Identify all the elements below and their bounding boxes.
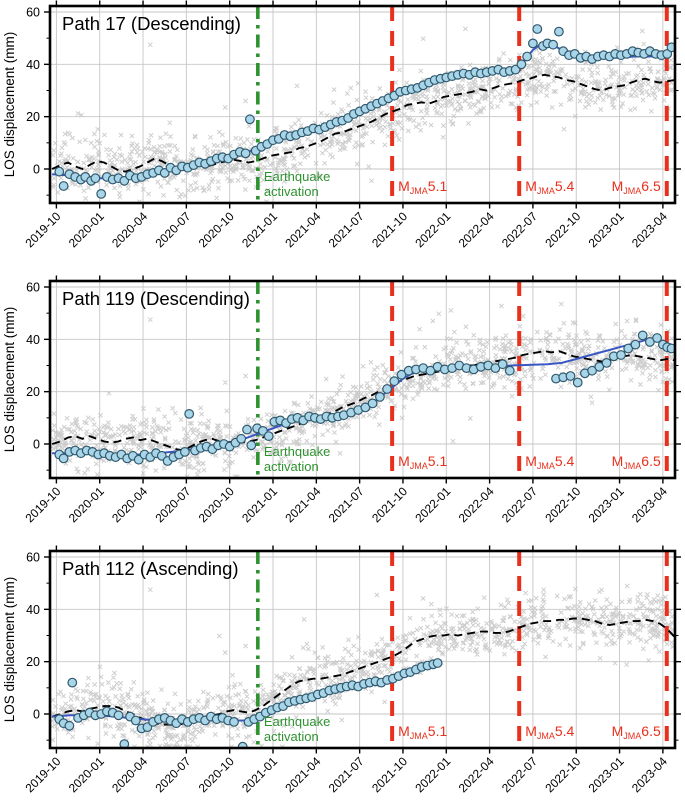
axis-ticks <box>44 275 681 484</box>
data-point-circle <box>601 357 612 368</box>
data-point-circle <box>236 433 247 444</box>
data-point-circle <box>554 26 564 37</box>
y-axis-label: LOS displacement (mm) <box>2 307 17 453</box>
data-point-circle <box>389 376 400 387</box>
data-point-circle <box>594 361 605 372</box>
y-tick-label: 0 <box>33 163 40 177</box>
data-point-circle <box>382 384 393 394</box>
data-point-circle <box>504 365 515 376</box>
data-point-circle <box>396 369 407 380</box>
earthquake-label-6.5: MJMA6.5 <box>612 178 661 196</box>
y-tick-labels: 0 20 40 60 <box>26 5 40 176</box>
earthquake-label-5.4: MJMA5.4 <box>525 453 574 471</box>
data-point-circle <box>130 715 141 726</box>
data-point-circle <box>522 51 532 62</box>
earthquake-label-5.4: MJMA5.4 <box>525 178 574 196</box>
data-point-circle <box>528 38 538 49</box>
y-tick-label: 20 <box>26 655 40 669</box>
y-tick-label: 60 <box>26 5 40 19</box>
panel-title: Path 119 (Descending) <box>62 288 250 309</box>
data-point-circle <box>548 39 558 50</box>
downsampled-points-series <box>54 658 443 748</box>
earthquake-label-5.1: MJMA5.1 <box>398 178 447 196</box>
earthquake-label-5.1: MJMA5.1 <box>398 453 447 471</box>
data-point-circle <box>652 333 662 343</box>
data-point-circle <box>64 720 75 731</box>
y-tick-label: 40 <box>26 333 40 347</box>
panel-path-112-plot: Earthquake activation MJMA5.1 MJMA5.4 MJMA6.… <box>0 545 685 808</box>
panel-title: Path 112 (Ascending) <box>62 558 239 579</box>
axis-ticks <box>44 545 681 754</box>
data-point-circle <box>565 371 576 381</box>
data-point-circle <box>616 350 626 360</box>
y-tick-label: 20 <box>26 110 40 124</box>
data-point-circle <box>242 424 252 435</box>
earthquake-label-6.5: MJMA6.5 <box>612 723 661 741</box>
data-point-circle <box>432 658 443 668</box>
activation-label: Earthquake activation <box>264 714 331 744</box>
data-point-circle <box>367 398 378 409</box>
panel-path-119-plot: Earthquake activation MJMA5.1 MJMA5.4 MJMA6.… <box>0 275 685 545</box>
y-tick-label: 40 <box>26 58 40 72</box>
data-point-circle <box>90 173 101 184</box>
median-dashed-line <box>51 350 675 452</box>
plot-frame <box>48 549 677 750</box>
data-point-circle <box>360 402 371 413</box>
y-axis-label: LOS displacement (mm) <box>2 577 17 723</box>
data-point-circle <box>263 431 274 442</box>
data-point-circle <box>229 716 239 727</box>
earthquake-label-5.1: MJMA5.1 <box>398 723 447 741</box>
data-point-circle <box>67 677 78 688</box>
data-point-circle <box>58 453 69 464</box>
data-point-circle <box>630 339 641 350</box>
plot-frame <box>48 4 677 205</box>
y-tick-label: 0 <box>33 438 40 452</box>
data-point-circle <box>516 59 527 70</box>
downsampled-points-series <box>54 330 675 466</box>
data-point-circle <box>637 330 648 341</box>
y-tick-label: 20 <box>26 385 40 399</box>
y-tick-label: 40 <box>26 603 40 617</box>
data-point-circle <box>184 408 195 419</box>
data-point-circle <box>113 710 124 721</box>
activation-label: Earthquake activation <box>264 169 331 199</box>
data-point-circle <box>119 739 130 748</box>
data-point-circle <box>375 391 385 402</box>
median-dashed-line <box>51 73 675 173</box>
data-point-circle <box>54 166 65 177</box>
data-point-circle <box>532 24 543 34</box>
plot-frame <box>48 279 677 480</box>
y-tick-labels: 0 20 40 60 <box>26 550 40 721</box>
activation-label: Earthquake activation <box>264 444 331 474</box>
data-point-circle <box>497 359 508 370</box>
y-tick-label: 60 <box>26 550 40 564</box>
data-point-circle <box>246 440 257 451</box>
data-point-circle <box>666 42 675 53</box>
data-point-circle <box>58 181 69 191</box>
data-point-circle <box>572 377 583 388</box>
y-tick-labels: 0 20 40 60 <box>26 280 40 451</box>
earthquake-label-5.4: MJMA5.4 <box>525 723 574 741</box>
data-point-circle <box>666 343 675 354</box>
earthquake-label-6.5: MJMA6.5 <box>612 453 661 471</box>
data-point-circle <box>96 188 107 199</box>
panel-title: Path 17 (Descending) <box>62 13 241 34</box>
downsampled-points-series <box>54 24 675 199</box>
axis-ticks <box>44 0 681 209</box>
panel-path-17-plot: Earthquake activation MJMA5.1 MJMA5.4 MJMA6.… <box>0 0 685 275</box>
data-point-circle <box>244 114 255 125</box>
panel-background <box>0 0 685 275</box>
y-axis-label: LOS displacement (mm) <box>2 32 17 178</box>
y-tick-label: 60 <box>26 280 40 294</box>
data-point-circle <box>240 148 251 159</box>
y-tick-label: 0 <box>33 708 40 722</box>
data-point-circle <box>179 446 190 457</box>
